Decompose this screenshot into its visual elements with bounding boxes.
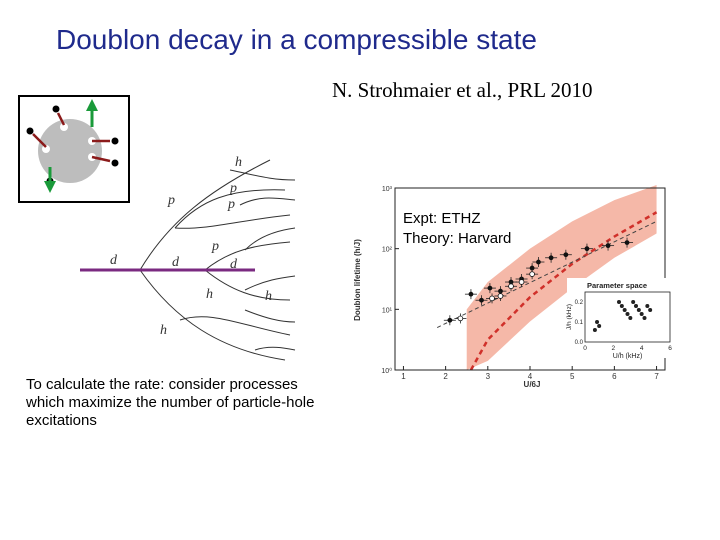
inset-title: Parameter space [587,281,647,290]
inset-point [595,320,600,324]
diagram-label: h [160,323,167,338]
inset-point [636,308,641,312]
diagram-label: p [167,193,175,208]
diagram-label: p [229,181,237,196]
inset-point [625,312,630,316]
inset-y-tick-label: 0.0 [575,340,584,346]
diagram-label: p [227,197,235,212]
x-tick-label: 7 [654,372,659,381]
lifetime-chart: 1 2 3 4 5 6 7 10⁰ 10¹ 10² 10³ U/6J Doublon lifetime … [353,184,674,389]
data-point-open [529,271,535,277]
inset-point [634,304,638,308]
inset-point [642,316,647,320]
slide-title: Doublon decay in a compressible state [56,24,537,55]
decay-diagram: d d d p p p p h h h h [80,155,296,361]
x-tick-label: 6 [612,372,617,381]
caption: To calculate the rate: consider processe… [26,376,315,429]
data-point-filled [487,285,493,291]
inset-point [622,308,627,312]
theory-label: Theory: Harvard [403,230,512,247]
inset-point [645,304,650,308]
diagram-label: h [206,287,213,302]
data-point-filled [447,317,453,323]
data-point-filled [563,252,569,258]
inset-point [619,304,624,308]
y-tick-label: 10⁰ [381,367,392,375]
inset-x-tick-label: 0 [583,345,587,352]
expt-theory-label: Expt: ETHZ Theory: Harvard [403,209,511,249]
doublon-site [38,119,102,183]
diagram-label: p [211,239,219,254]
x-axis-label: U/6J [524,380,541,389]
inset-point [617,300,621,304]
inset-y-tick-label: 0.2 [575,300,584,306]
lattice-site-illustration [26,99,119,193]
x-tick-label: 3 [486,372,491,381]
fit-line [436,220,657,328]
theory-curve [469,211,658,371]
expt-label: Expt: ETHZ [403,210,481,227]
inset-x-tick-label: 6 [668,345,672,352]
inset-y-axis-label: J/h (kHz) [566,304,573,330]
data-point-open [489,295,495,302]
citation: N. Strohmaier et al., PRL 2010 [332,78,593,102]
inset-x-axis-label: U/h (kHz) [613,353,643,360]
diagram-label: d [230,257,238,272]
diagram-label: h [235,155,242,170]
data-point-filled [548,255,554,261]
data-point-filled [536,259,541,265]
y-axis-label: Doublon lifetime (h/J) [353,239,362,321]
data-point-filled [529,265,535,271]
data-point-filled [468,291,474,297]
data-point-open [497,293,504,299]
inset-x-tick-label: 2 [612,345,616,352]
diagram-label: h [265,289,272,304]
inset-point [648,308,653,312]
y-tick-label: 10² [382,247,393,254]
inset-point [631,300,636,304]
data-point-filled [624,240,630,245]
theory-band [466,184,657,370]
x-tick-label: 2 [443,372,448,381]
y-tick-label: 10³ [382,186,393,193]
up-arrow-icon [86,99,98,111]
data-point-open [457,315,464,322]
diagram-label: d [172,255,180,270]
inset-x-tick-label: 4 [640,345,644,352]
inset-y-tick-label: 0.1 [575,320,584,326]
data-point-open [508,283,514,290]
inset-point [628,316,633,320]
down-arrow-icon [44,181,56,193]
data-point-open [518,279,525,285]
x-tick-label: 4 [528,372,533,381]
diagram-label: d [110,253,118,268]
lattice-site-inset [18,95,130,203]
data-point-filled [584,246,590,252]
x-tick-label: 1 [401,372,406,381]
inset-point [597,324,602,328]
inset-point [592,328,597,332]
x-tick-label: 5 [570,372,575,381]
y-tick-label: 10¹ [382,307,393,314]
data-point-filled [479,297,484,303]
inset-point [639,312,644,316]
data-point-filled [605,243,611,249]
inset-frame [584,291,671,343]
